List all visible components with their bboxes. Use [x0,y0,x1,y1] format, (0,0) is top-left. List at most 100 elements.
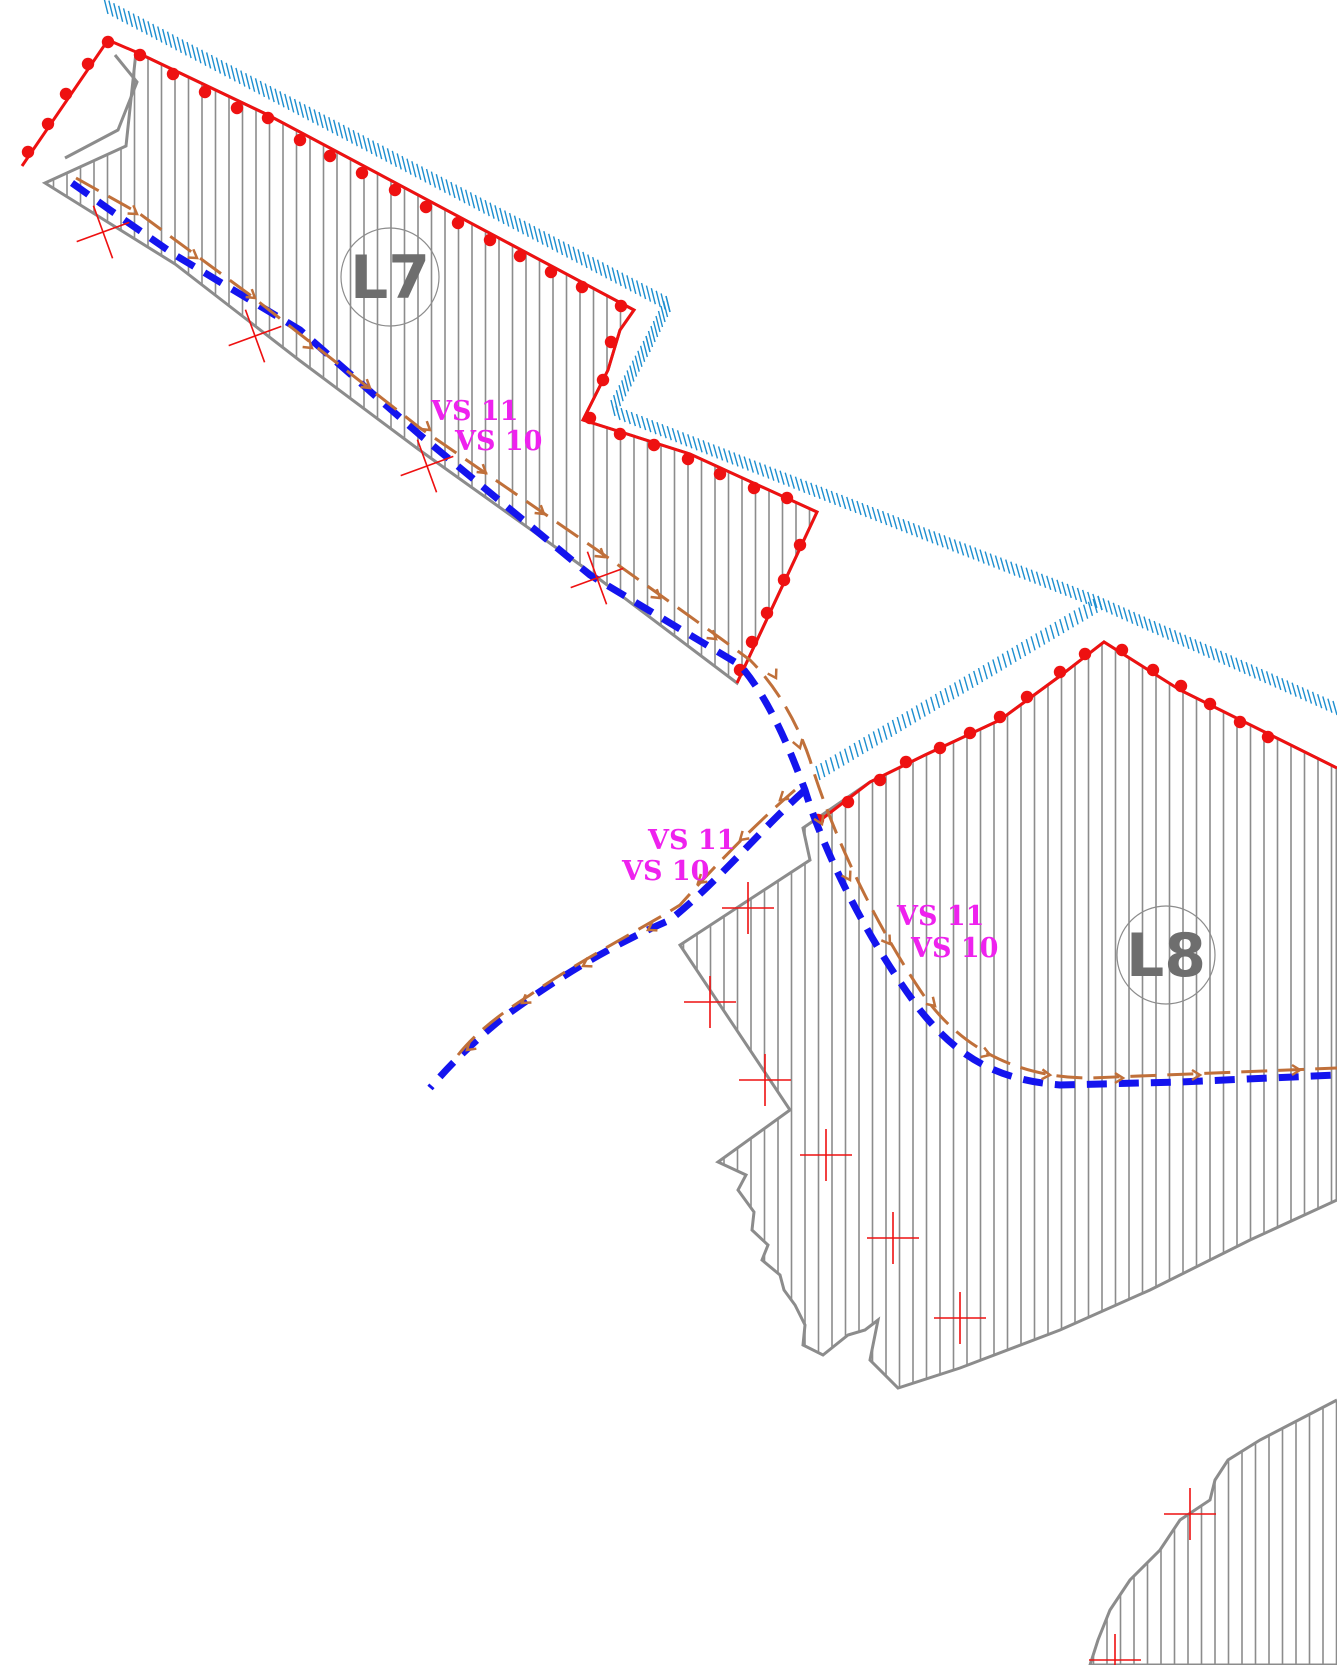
parcel-l7[interactable] [40,40,823,700]
shore-tick [376,142,383,160]
shore-tick [225,62,231,79]
route-arrowhead [778,790,790,802]
route-arrowhead [1291,1063,1303,1077]
survey-cross-icon [228,309,282,363]
boundary-dot [483,233,497,247]
shore-tick [769,466,775,481]
shore-tick [127,10,134,28]
boundary-dot [1174,679,1188,693]
shore-tick [665,295,671,313]
shore-tick [933,531,939,546]
parcel-l7-inner-boundary [64,54,139,160]
shore-tick [728,450,734,465]
shore-tick [994,555,1001,570]
shore-tick [191,44,197,61]
shore-tick [863,736,869,752]
shore-tick [835,492,842,508]
shore-tick [1006,650,1012,665]
route-arrowhead [594,547,606,559]
shore-tick [249,75,256,92]
shore-tick [504,210,510,227]
shore-tick [660,305,666,323]
shore-tick [910,708,917,723]
shore-tick [1122,607,1129,622]
boundary-dot [899,755,913,769]
shore-tick [1322,696,1328,711]
shore-tick [846,496,852,512]
shore-tick [939,690,945,706]
boundary-dot [614,299,628,313]
shore-tick [615,405,621,421]
shore-tick [650,325,656,343]
shore-tick [639,345,646,363]
survey-cross-icon [570,551,624,605]
shore-tick [411,161,417,178]
boundary-dot [544,265,558,279]
shore-tick [820,762,826,778]
shore-tick [284,93,290,111]
shore-tick [623,375,630,392]
parcel-l8[interactable] [670,630,1337,1400]
shore-tick [712,444,719,459]
shore-tick [630,411,637,427]
shore-tick [440,176,446,193]
boundary-dot [596,373,610,387]
shore-tick [661,423,667,439]
boundary-dot [419,200,433,214]
shore-tick [1020,565,1026,580]
boundary-dot [963,726,977,740]
shore-tick [1158,623,1164,638]
shore-tick [723,448,729,463]
shore-tick [944,688,950,703]
shore-tick [748,458,754,473]
shore-tick [789,474,796,489]
parcel-label-ring [1116,905,1216,1005]
shore-tick [587,254,593,271]
shore-tick [235,67,241,85]
shore-tick [912,523,919,538]
shore-tick [925,699,931,714]
brown-route-segment [456,788,796,1056]
route-arrowhead [791,738,804,751]
shore-tick [851,498,857,514]
route-arrowhead [534,504,546,516]
shore-tick [1153,620,1159,636]
boundary-dot [41,117,55,131]
route-arrowhead [520,993,532,1005]
shore-tick [930,696,936,712]
shore-tick [289,96,295,113]
shore-tick [618,385,624,402]
shore-tick [333,119,339,136]
shore-tick [455,184,461,201]
shore-tick [650,288,657,305]
shore-tick [523,220,529,238]
shore-tick [474,194,481,212]
shore-tick [1011,647,1017,663]
shore-tick [953,682,960,697]
shore-tick [1199,641,1205,656]
shore-tick [657,310,664,328]
shore-tick [552,236,559,253]
shore-tick [676,430,683,445]
parcel-label-text: L8 [1126,921,1206,991]
shore-tick [820,486,826,502]
shore-tick [1054,621,1060,637]
survey-cross-icon [684,976,736,1028]
shore-tick [484,199,490,217]
shore-tick [1030,569,1037,584]
shore-tick [928,529,934,544]
shore-tick [117,5,124,22]
shore-tick [867,734,874,749]
shore-tick [240,70,246,87]
shore-tick [181,39,187,56]
shore-tick [897,516,903,532]
shore-tick [824,760,831,775]
shore-tick [323,114,329,131]
shore-tick [984,551,990,566]
shore-tick [606,264,613,282]
shore-tick [416,163,422,181]
route-label-top: VS 11 [430,396,518,427]
shore-tick [215,57,222,74]
shore-tick [774,468,780,483]
